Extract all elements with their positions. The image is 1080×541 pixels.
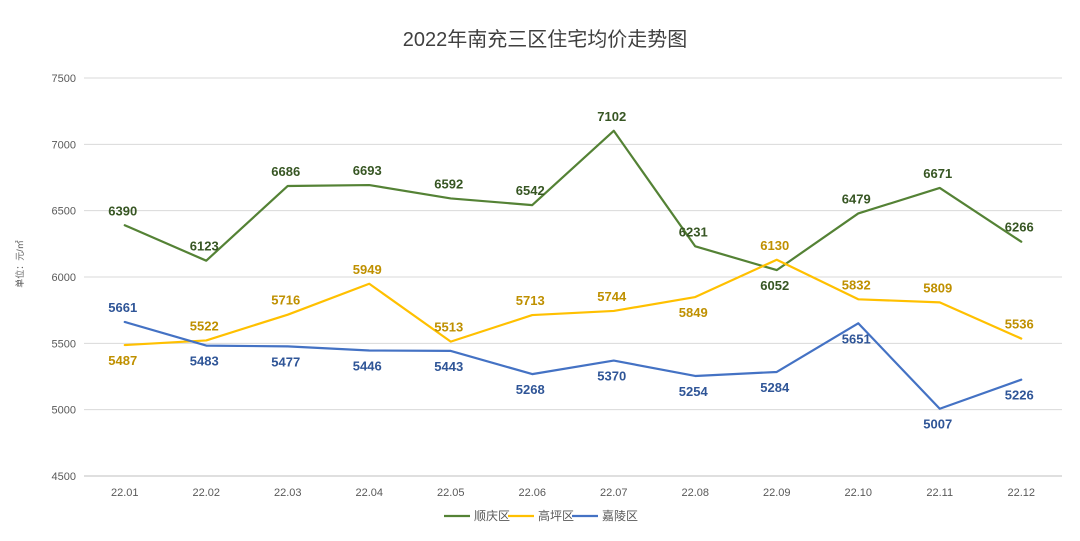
data-labels: 6390 6123 6686 6693 6592 6542 7102 6231 6052 6479… [108,109,1033,432]
y-tick-label: 7500 [52,73,76,85]
y-tick-label: 7000 [52,139,76,151]
data-label: 5522 [190,318,219,333]
x-tick-label: 22.06 [518,487,546,499]
legend-label: 高坪区 [538,508,574,523]
data-label: 5651 [842,331,871,346]
data-label: 5483 [190,354,219,369]
data-label: 5661 [108,300,137,315]
data-label: 5716 [271,293,300,308]
y-tick-label: 4500 [52,471,76,483]
data-label: 5949 [353,262,382,277]
x-tick-label: 22.07 [600,487,628,499]
series-line-1 [123,129,1023,272]
y-tick-label: 6500 [52,206,76,218]
data-label: 7102 [597,109,626,124]
x-tick-label: 22.08 [681,487,709,499]
data-label: 6671 [923,166,952,181]
data-label: 5744 [597,289,627,304]
data-label: 6592 [434,176,463,191]
x-tick-label: 22.11 [926,487,953,499]
data-label: 5254 [679,384,709,399]
x-tick-label: 22.01 [111,487,139,499]
y-tick-label: 5000 [52,405,76,417]
y-axis-ticks: 4500 5000 5500 6000 6500 7000 7500 [52,73,76,483]
data-label: 6542 [516,183,545,198]
x-tick-label: 22.12 [1007,487,1035,499]
series-line-3 [123,320,1023,410]
x-tick-label: 22.09 [763,487,791,499]
gridlines [84,77,1062,477]
series-line-2 [123,258,1023,347]
legend-label: 顺庆区 [474,509,510,523]
y-axis-label: 单位：元/㎡ [14,240,25,288]
x-tick-label: 22.05 [437,487,465,499]
data-label: 5226 [1005,388,1034,403]
data-label: 6266 [1005,220,1034,235]
x-tick-label: 22.10 [844,487,872,499]
data-label: 5513 [434,320,463,335]
data-label: 5007 [923,417,952,432]
data-label: 5849 [679,305,708,320]
data-label: 6123 [190,239,219,254]
legend-label: 嘉陵区 [602,509,638,523]
data-label: 5487 [108,353,137,368]
x-axis-ticks: 22.01 22.02 22.03 22.04 22.05 22.06 22.07 22.08… [111,487,1035,499]
chart-title: 2022年南充三区住宅均价走势图 [403,28,688,51]
data-label: 5832 [842,277,871,292]
data-label: 5536 [1005,317,1034,332]
data-label: 6231 [679,224,708,239]
data-label: 5268 [516,382,545,397]
data-label: 6052 [760,278,789,293]
x-tick-label: 22.04 [355,487,383,499]
data-label: 5370 [597,369,626,384]
y-tick-label: 6000 [52,272,76,284]
data-label: 5809 [923,280,952,295]
x-tick-label: 22.02 [192,487,220,499]
x-tick-label: 22.03 [274,487,302,499]
data-label: 5713 [516,293,545,308]
data-label: 6130 [760,238,789,253]
data-label: 5477 [271,354,300,369]
legend: 顺庆区 高坪区 嘉陵区 [444,508,638,523]
y-tick-label: 5500 [52,338,76,350]
data-label: 6693 [353,163,382,178]
data-label: 5446 [353,358,382,373]
data-label: 6479 [842,191,871,206]
series-lines [123,129,1023,410]
data-label: 6686 [271,164,300,179]
data-label: 5284 [760,380,790,395]
data-label: 5443 [434,359,463,374]
data-label: 6390 [108,203,137,218]
